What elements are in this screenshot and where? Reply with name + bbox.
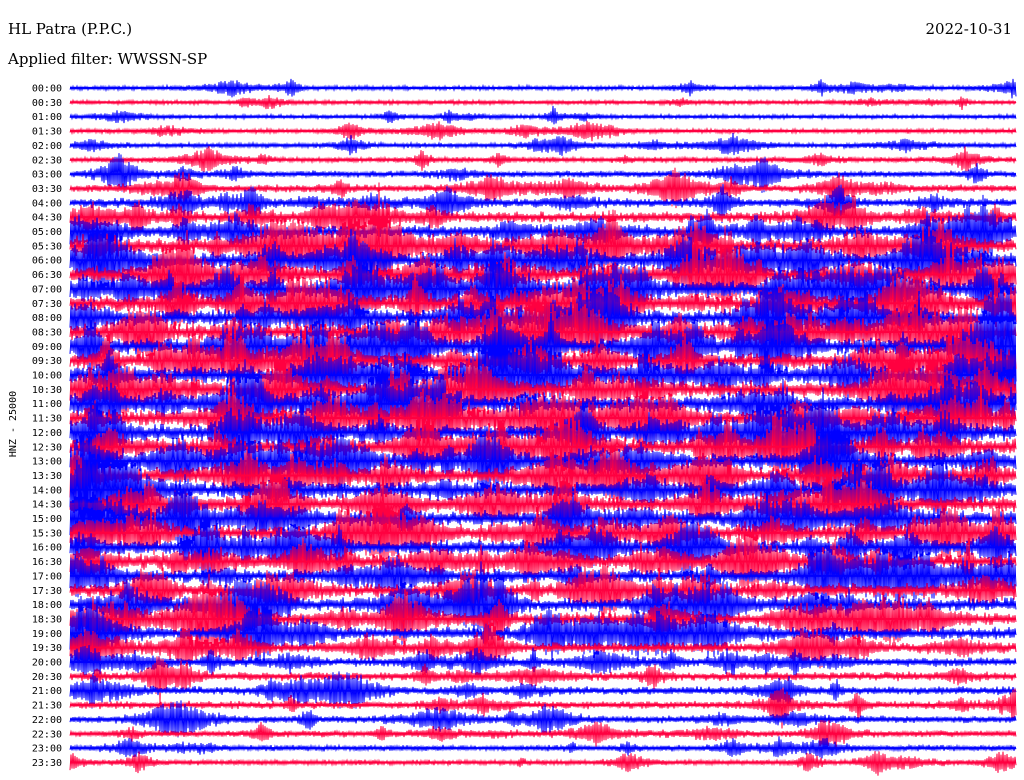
time-label: 19:00	[32, 629, 62, 640]
time-label: 16:30	[32, 557, 62, 568]
time-label: 10:00	[32, 371, 62, 382]
time-label: 18:30	[32, 614, 62, 625]
time-label: 15:00	[32, 514, 62, 525]
time-label: 14:30	[32, 500, 62, 511]
trace-line	[69, 537, 1017, 609]
time-label: 12:00	[32, 428, 62, 439]
date-label: 2022-10-31	[925, 20, 1012, 38]
time-label: 01:00	[32, 112, 62, 123]
time-label: 02:30	[32, 155, 62, 166]
time-label: 20:30	[32, 672, 62, 683]
time-label: 09:00	[32, 342, 62, 353]
channel-label: HNZ - 25000	[8, 391, 19, 457]
time-label: 01:30	[32, 127, 62, 138]
trace-line	[69, 324, 1017, 415]
time-label: 05:30	[32, 241, 62, 252]
time-label: 07:00	[32, 284, 62, 295]
time-label: 15:30	[32, 528, 62, 539]
time-label: 00:00	[32, 84, 62, 95]
trace-line	[69, 167, 1017, 209]
time-label: 17:30	[32, 586, 62, 597]
trace-line	[69, 232, 1017, 332]
trace-line	[69, 474, 1017, 569]
trace-line	[69, 220, 1017, 303]
time-label: 17:00	[32, 571, 62, 582]
time-label: 23:30	[32, 758, 62, 769]
time-label: 08:30	[32, 327, 62, 338]
time-label: 06:00	[32, 256, 62, 267]
time-label: 10:30	[32, 385, 62, 396]
time-label: 22:00	[32, 715, 62, 726]
time-label: 21:00	[32, 686, 62, 697]
time-label: 13:00	[32, 457, 62, 468]
trace-line	[69, 183, 1017, 224]
filter-label: Applied filter: WWSSN-SP	[8, 50, 208, 68]
trace-line	[69, 320, 1017, 402]
time-label: 09:30	[32, 356, 62, 367]
time-label: 08:00	[32, 313, 62, 324]
time-label: 05:00	[32, 227, 62, 238]
trace-group	[69, 78, 1017, 776]
trace-line	[69, 503, 1017, 590]
time-label: 22:30	[32, 729, 62, 740]
time-label: 14:00	[32, 485, 62, 496]
time-label: 03:00	[32, 170, 62, 181]
time-label-group: 00:00 00:30 01:00 01:30 02:00 02:30 03:00 03:30…	[32, 84, 62, 769]
time-label: 12:30	[32, 442, 62, 453]
station-title: HL Patra (P.P.C.)	[8, 20, 133, 38]
time-label: 11:00	[32, 399, 62, 410]
time-label: 13:30	[32, 471, 62, 482]
time-label: 00:30	[32, 98, 62, 109]
time-label: 04:30	[32, 213, 62, 224]
time-label: 23:00	[32, 744, 62, 755]
time-label: 11:30	[32, 414, 62, 425]
time-label: 07:30	[32, 299, 62, 310]
time-label: 18:00	[32, 600, 62, 611]
time-label: 02:00	[32, 141, 62, 152]
time-label: 04:00	[32, 198, 62, 209]
trace-line	[69, 595, 1017, 672]
trace-line	[69, 387, 1017, 477]
time-label: 06:30	[32, 270, 62, 281]
trace-line	[69, 105, 1017, 125]
trace-line	[69, 182, 1017, 307]
time-label: 19:30	[32, 643, 62, 654]
time-label: 03:30	[32, 184, 62, 195]
trace-line	[69, 700, 1017, 738]
time-label: 16:00	[32, 543, 62, 554]
time-label: 21:30	[32, 701, 62, 712]
time-label: 20:00	[32, 658, 62, 669]
trace-line	[69, 613, 1017, 670]
